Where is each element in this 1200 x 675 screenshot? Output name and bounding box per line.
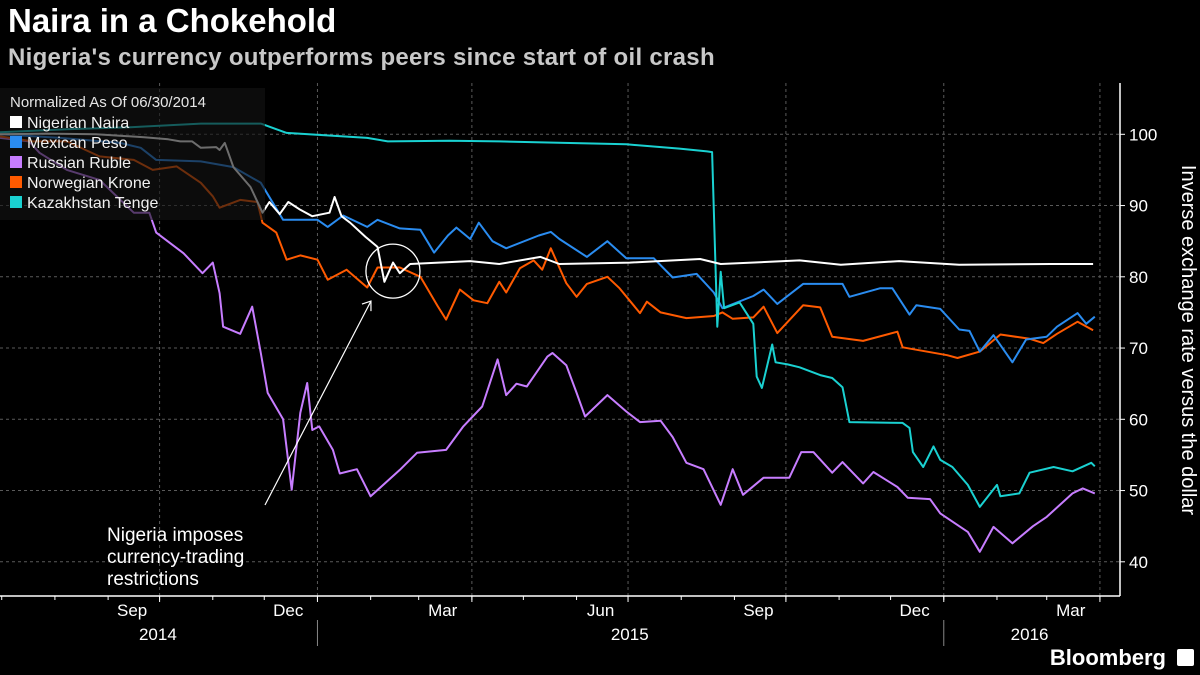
- chart-subtitle: Nigeria's currency outperforms peers sin…: [8, 44, 715, 71]
- year-label: 2015: [611, 625, 649, 644]
- annotation-arrowhead: [361, 300, 372, 312]
- y-tick-label: 70: [1129, 339, 1148, 358]
- series-line-russian-ruble: [0, 136, 1096, 553]
- annotation-text: currency-trading: [107, 547, 244, 568]
- x-tick-label: Mar: [1056, 601, 1086, 620]
- annotation: Nigeria imposescurrency-tradingrestricti…: [107, 243, 421, 590]
- legend-label: Mexican Peso: [27, 135, 128, 152]
- x-tick-label: Sep: [117, 601, 147, 620]
- y-tick-label: 40: [1129, 553, 1148, 572]
- annotation-text: restrictions: [107, 569, 199, 590]
- year-label: 2014: [139, 625, 177, 644]
- legend-label: Kazakhstan Tenge: [27, 195, 158, 212]
- legend-label: Norwegian Krone: [27, 175, 151, 192]
- year-label: 2016: [1011, 625, 1049, 644]
- legend-swatch: [10, 196, 22, 208]
- y-axis-label: Inverse exchange rate versus the dollar: [1177, 165, 1199, 516]
- x-tick-label: Mar: [428, 601, 458, 620]
- chart-title: Naira in a Chokehold: [8, 2, 337, 39]
- legend-label: Russian Ruble: [27, 155, 131, 172]
- y-tick-label: 50: [1129, 482, 1148, 501]
- axes: 40 50 60 70 80 90 100 Sep Dec Mar Jun Sep Dec Mar 2014…: [0, 83, 1199, 646]
- legend-box: [0, 88, 265, 220]
- series-line-kazakhstan-tenge: [0, 122, 1096, 508]
- series-line-mexican-peso: [0, 133, 1096, 364]
- legend-label: Nigerian Naira: [27, 115, 129, 132]
- x-tick-label: Dec: [273, 601, 304, 620]
- bloomberg-logo: Bloomberg: [1049, 645, 1166, 670]
- legend-swatch: [10, 176, 22, 188]
- legend-swatch: [10, 116, 22, 128]
- y-tick-label: 80: [1129, 268, 1148, 287]
- legend: Normalized As Of 06/30/2014 Nigerian Nair…: [0, 88, 265, 220]
- y-tick-label: 100: [1129, 125, 1157, 144]
- legend-swatch: [10, 156, 22, 168]
- x-tick-label: Jun: [587, 601, 614, 620]
- x-tick-label: Dec: [899, 601, 930, 620]
- annotation-arrow: [264, 300, 372, 506]
- legend-title: Normalized As Of 06/30/2014: [10, 94, 206, 111]
- y-tick-label: 90: [1129, 197, 1148, 216]
- legend-swatch: [10, 136, 22, 148]
- annotation-circle: [365, 243, 421, 299]
- y-tick-label: 60: [1129, 410, 1148, 429]
- x-tick-label: Sep: [743, 601, 773, 620]
- bloomberg-chart-icon: [1177, 649, 1194, 666]
- annotation-text: Nigeria imposes: [107, 525, 243, 546]
